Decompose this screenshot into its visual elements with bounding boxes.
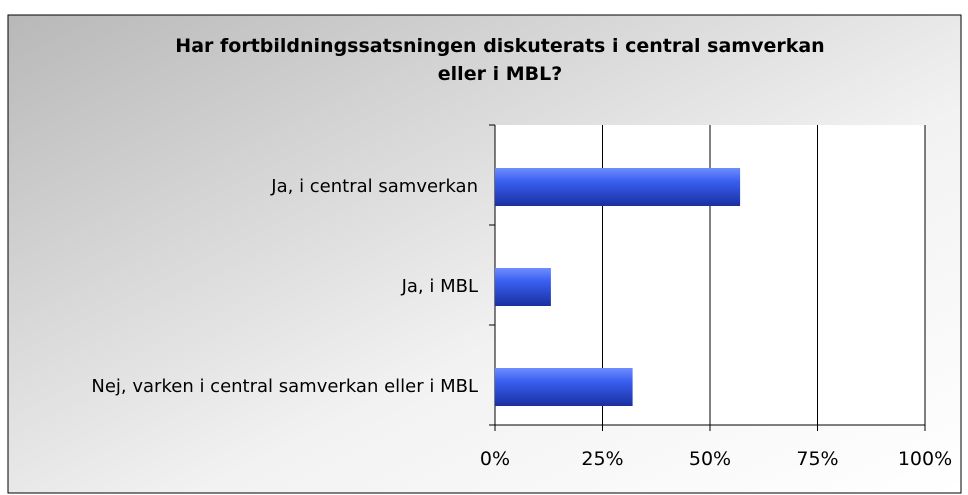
x-tick-label: 25%	[581, 448, 623, 470]
bar	[495, 168, 741, 206]
y-tick-label: Nej, varken i central samverkan eller i …	[91, 376, 478, 397]
chart-title: Har fortbildningssatsningen diskuterats …	[175, 35, 825, 85]
x-tick-label: 75%	[796, 448, 838, 470]
x-tick-label: 0%	[480, 448, 510, 470]
y-tick-label: Ja, i central samverkan	[271, 176, 478, 197]
bar	[495, 368, 633, 406]
x-tick-label: 50%	[689, 448, 731, 470]
x-tick-label: 100%	[898, 448, 952, 470]
y-tick-label: Ja, i MBL	[401, 276, 478, 297]
bar	[495, 268, 551, 306]
